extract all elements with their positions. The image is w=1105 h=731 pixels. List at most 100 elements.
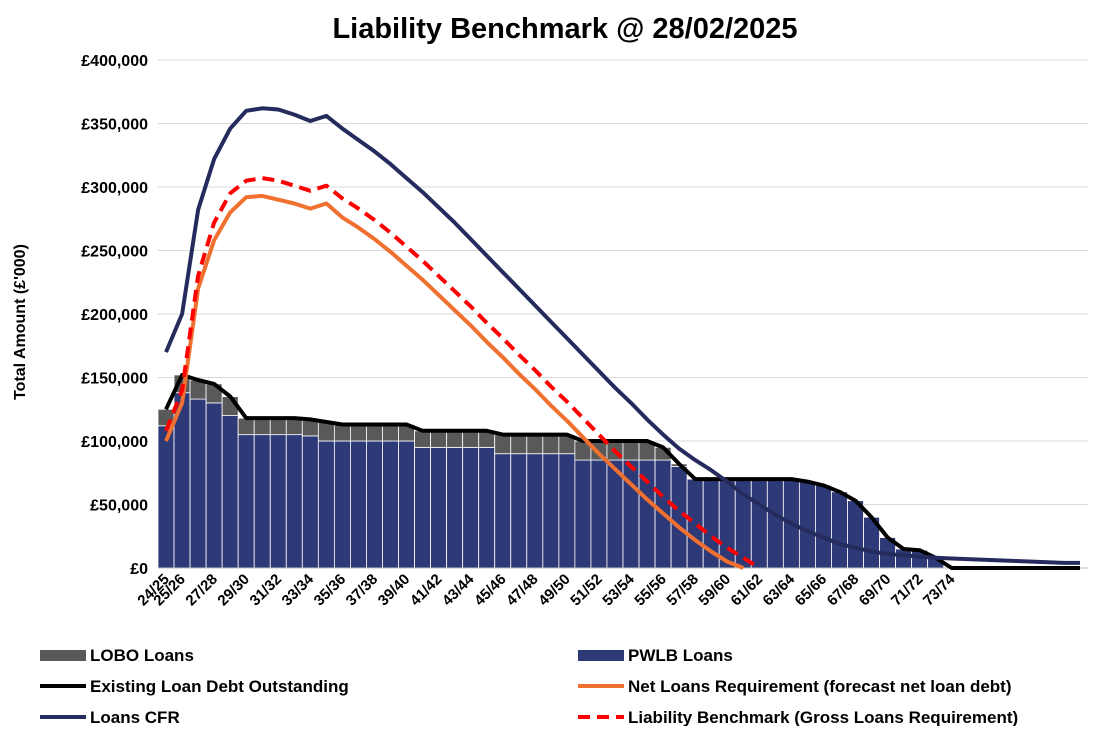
bar (590, 459, 608, 569)
chart-title: Liability Benchmark @ 28/02/2025 (332, 13, 797, 45)
bar (542, 453, 560, 569)
bar (542, 434, 560, 455)
bar (205, 402, 223, 569)
bar (366, 424, 383, 442)
x-tick-label: 61/62 (728, 571, 767, 610)
y-tick-label: £200,000 (81, 307, 148, 324)
bar (815, 485, 832, 569)
legend-label: Existing Loan Debt Outstanding (90, 677, 349, 696)
bar (366, 440, 383, 569)
legend-label: Net Loans Requirement (forecast net loan… (628, 677, 1012, 696)
legend-swatch (40, 650, 86, 661)
bar (285, 417, 303, 436)
legend-swatch (578, 650, 624, 661)
line-series (164, 193, 745, 570)
bar (622, 440, 640, 461)
x-tick-label: 47/48 (503, 571, 542, 610)
bar (333, 440, 351, 569)
y-tick-label: £350,000 (81, 117, 148, 134)
y-tick-label: £50,000 (90, 498, 148, 515)
bar (558, 453, 576, 569)
bar (446, 430, 464, 448)
x-tick-label: 35/36 (311, 571, 350, 610)
x-tick-label: 43/44 (439, 570, 478, 609)
bar (462, 430, 480, 448)
x-tick-label: 37/38 (343, 571, 382, 610)
legend-label: PWLB Loans (628, 646, 733, 665)
y-tick-label: £150,000 (81, 371, 148, 388)
x-tick-label: 45/46 (471, 571, 510, 610)
y-tick-label: £400,000 (81, 53, 148, 70)
y-axis-title: Total Amount (£'000) (12, 244, 29, 400)
bar (350, 440, 367, 569)
x-tick-label: 31/32 (247, 571, 286, 610)
legend-label: LOBO Loans (90, 646, 194, 665)
bar (446, 446, 464, 569)
bar (350, 424, 367, 442)
bar (510, 434, 528, 455)
x-tick-label: 51/52 (567, 571, 606, 610)
bar (574, 459, 592, 569)
y-tick-label: £300,000 (81, 180, 148, 197)
x-tick-label: 73/74 (920, 570, 959, 609)
line-series (164, 373, 1080, 570)
bar (510, 453, 528, 569)
x-tick-label: 65/66 (792, 571, 831, 610)
bar (398, 440, 415, 569)
bar (189, 398, 207, 569)
bar (382, 424, 399, 442)
x-tick-label: 63/64 (760, 570, 799, 609)
bar (686, 478, 704, 569)
legend-label: Loans CFR (90, 708, 180, 726)
x-tick-label: 55/56 (631, 571, 670, 610)
bar (766, 478, 784, 569)
bar (269, 417, 287, 436)
bar (895, 548, 913, 569)
x-tick-label: 41/42 (407, 571, 446, 610)
x-tick-label: 67/68 (824, 571, 863, 610)
bar (253, 417, 271, 436)
bar (382, 440, 399, 569)
bar (798, 481, 816, 569)
x-tick-label: 49/50 (535, 571, 574, 610)
bar (333, 424, 351, 442)
bar (478, 446, 496, 569)
bar (301, 435, 319, 569)
bar (285, 434, 303, 569)
bar (237, 417, 255, 436)
x-tick-label: 71/72 (888, 571, 927, 610)
bar (750, 478, 768, 569)
bar (526, 434, 544, 455)
bar (831, 491, 848, 569)
line-series (164, 176, 761, 570)
bar (269, 434, 287, 569)
bar (253, 434, 271, 569)
y-tick-label: £250,000 (81, 244, 148, 261)
x-tick-label: 27/28 (182, 571, 221, 610)
line-series (164, 106, 1080, 565)
bar (221, 415, 239, 569)
x-tick-label: 59/60 (695, 571, 734, 610)
bar (157, 425, 175, 569)
legend-label: Liability Benchmark (Gross Loans Require… (628, 708, 1018, 726)
x-tick-label: 57/58 (663, 571, 702, 610)
x-tick-label: 53/54 (599, 570, 638, 609)
bar (414, 446, 431, 569)
x-tick-label: 39/40 (375, 571, 414, 610)
bar (494, 434, 512, 455)
bar (462, 446, 480, 569)
x-tick-label: 33/34 (279, 570, 318, 609)
bar (526, 453, 544, 569)
bar (430, 446, 448, 569)
bar (430, 430, 448, 448)
bar (414, 430, 431, 448)
bar (237, 434, 255, 569)
x-tick-label: 29/30 (214, 571, 253, 610)
x-tick-label: 69/70 (856, 571, 895, 610)
bar (718, 478, 736, 569)
bar (317, 440, 335, 569)
y-tick-label: £100,000 (81, 434, 148, 451)
y-tick-label: £0 (130, 561, 148, 578)
